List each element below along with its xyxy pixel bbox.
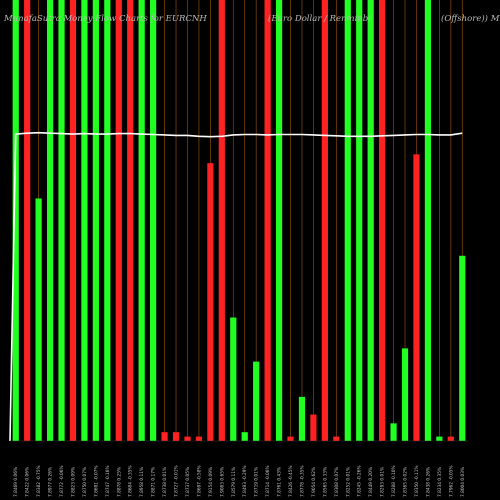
x-tick-labels: 7.8469 0.06% 7.8422 0.06% 7.8382 -0.75% 7.8…: [13, 465, 466, 497]
tick-label-15: 7.8727 -0.01%: [174, 465, 180, 497]
bar-28: [321, 0, 328, 441]
tick-label-31: 7.8245 -0.26%: [357, 465, 363, 497]
bar-38: [436, 436, 443, 441]
chart-title: MunafaSutra Money Flow Charts for EURCNH…: [3, 13, 500, 24]
tick-label-13: 7.8871 0.17%: [151, 467, 157, 497]
tick-label-37: 7.8438 0.26%: [425, 467, 431, 497]
bar-6: [69, 0, 77, 441]
tick-label-6: 7.8823 0.09%: [70, 467, 76, 497]
tick-label-33: 7.8293 0.01%: [380, 467, 386, 497]
bar-36: [413, 154, 420, 441]
bar-19: [218, 0, 225, 441]
tick-label-29: 7.8308 0.07%: [334, 467, 340, 497]
bar-37: [424, 0, 432, 441]
bar-17: [195, 436, 203, 441]
bar-4: [46, 0, 54, 441]
bar-40: [459, 255, 466, 441]
bar-15: [172, 432, 180, 441]
bar-16: [184, 436, 191, 441]
tick-label-2: 7.8422 0.06%: [25, 467, 31, 497]
bar-31: [356, 0, 363, 441]
bars-group: [12, 0, 466, 442]
bar-34: [390, 423, 397, 441]
tick-label-27: 7.9054 0.62%: [311, 467, 317, 497]
bar-1: [12, 0, 19, 441]
tick-label-9: 7.8747 -0.16%: [105, 465, 111, 497]
tick-label-21: 7.8493 -0.29%: [242, 465, 248, 497]
bar-32: [367, 0, 374, 441]
tick-label-1: 7.8469 0.06%: [13, 467, 19, 497]
bar-7: [81, 0, 88, 441]
title-part-1: MunafaSutra Money Flow Charts for EURCNH: [3, 14, 207, 24]
tick-label-22: 7.8719 0.01%: [254, 467, 260, 497]
bar-14: [161, 432, 168, 441]
tick-label-32: 7.8449 0.20%: [368, 467, 374, 497]
bar-13: [150, 0, 157, 441]
bar-26: [298, 396, 306, 441]
bar-5: [58, 0, 65, 441]
bar-29: [333, 436, 340, 441]
bar-35: [401, 348, 409, 441]
tick-label-23: 7.8714 -0.06%: [265, 465, 271, 497]
bar-30: [344, 0, 351, 441]
tick-label-4: 7.8977 0.26%: [48, 467, 54, 497]
tick-label-20: 7.8579 0.11%: [231, 467, 237, 497]
tick-label-39: 7.7962 -0.05%: [448, 465, 454, 497]
bar-22: [253, 361, 260, 441]
bar-18: [207, 163, 214, 442]
bar-21: [241, 432, 248, 441]
tick-label-10: 7.8878 0.25%: [116, 467, 122, 497]
tick-label-3: 7.8382 -0.75%: [36, 465, 42, 497]
bar-3: [35, 198, 42, 441]
tick-label-16: 7.8737 0.05%: [185, 467, 191, 497]
tick-label-38: 7.8234 0.35%: [437, 467, 443, 497]
tick-label-19: 7.9083 0.65%: [219, 467, 225, 497]
tick-label-30: 7.8252 0.01%: [345, 467, 351, 497]
bar-9: [104, 0, 111, 441]
tick-label-7: 7.8750 0.07%: [82, 467, 88, 497]
tick-label-26: 7.8778 -0.35%: [299, 465, 305, 497]
title-part-3: (Offshore)) MunafaSutra.com: [441, 13, 500, 24]
tick-label-25: 7.8426 -0.45%: [288, 465, 294, 497]
tick-label-11: 7.8684 -0.35%: [128, 465, 134, 497]
bar-20: [230, 317, 237, 441]
bar-27: [310, 414, 317, 441]
tick-label-36: 7.8350 -0.11%: [414, 465, 420, 497]
bar-25: [287, 436, 294, 441]
tick-label-40: 7.8004 0.03%: [460, 467, 466, 497]
tick-label-8: 7.8691 -0.07%: [93, 465, 99, 497]
tick-label-5: 7.8772 -0.06%: [59, 465, 65, 497]
bar-2: [24, 0, 31, 441]
bar-33: [379, 0, 386, 441]
bar-12: [138, 0, 145, 441]
title-part-2: (Euro Dollar / Renminbi: [268, 13, 371, 24]
bar-8: [92, 0, 99, 441]
tick-label-12: 7.8958 0.11%: [139, 467, 145, 497]
tick-label-28: 7.8565 0.33%: [322, 467, 328, 497]
tick-label-18: 7.9154 0.09%: [208, 467, 214, 497]
tick-label-24: 7.8761 0.43%: [277, 467, 283, 497]
tick-label-14: 7.8738 0.01%: [162, 467, 168, 497]
bar-24: [275, 0, 283, 441]
bar-10: [115, 0, 122, 441]
bar-39: [447, 436, 454, 441]
price-line: [9, 131, 463, 442]
bar-11: [127, 0, 134, 441]
tick-label-35: 7.8365 0.02%: [403, 467, 409, 497]
bar-23: [264, 0, 271, 441]
tick-label-34: 7.8288 -0.10%: [391, 465, 397, 497]
tick-label-17: 7.8697 -0.58%: [196, 465, 202, 497]
